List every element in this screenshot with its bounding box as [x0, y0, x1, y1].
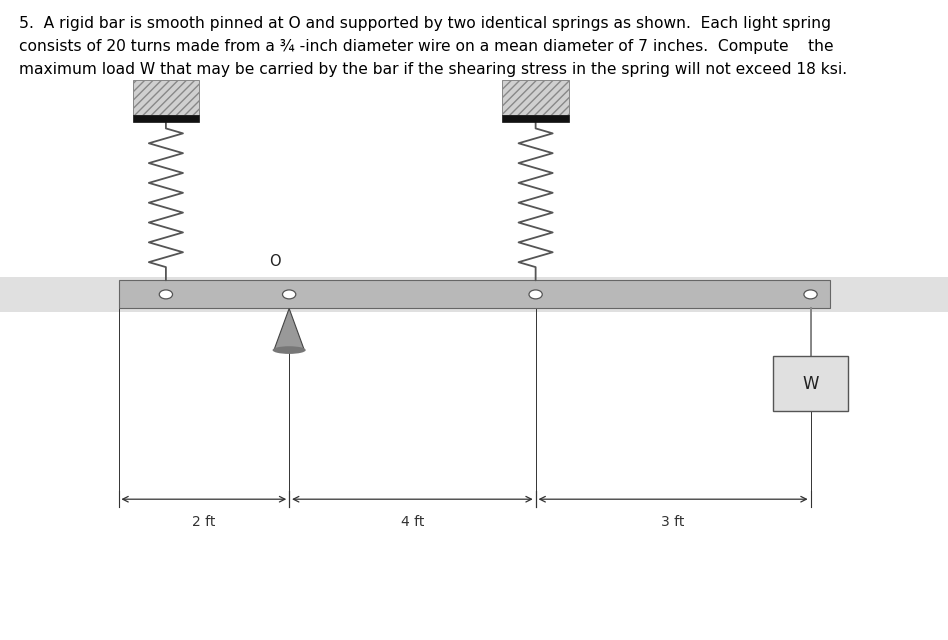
- Bar: [0, 277, 948, 312]
- Bar: [773, 356, 848, 411]
- Bar: [133, 115, 199, 122]
- Circle shape: [529, 290, 542, 299]
- Bar: [502, 115, 569, 122]
- Bar: [502, 80, 569, 115]
- Ellipse shape: [273, 346, 305, 354]
- Circle shape: [804, 290, 817, 299]
- Circle shape: [283, 290, 296, 299]
- Text: 3 ft: 3 ft: [662, 515, 684, 529]
- Circle shape: [159, 290, 173, 299]
- Text: W: W: [802, 374, 819, 393]
- Bar: [118, 280, 830, 308]
- Text: 4 ft: 4 ft: [401, 515, 424, 529]
- Polygon shape: [274, 308, 304, 350]
- Text: O: O: [269, 254, 281, 269]
- Bar: [133, 80, 199, 115]
- Text: 5.  A rigid bar is smooth pinned at O and supported by two identical springs as : 5. A rigid bar is smooth pinned at O and…: [19, 16, 848, 77]
- Text: 2 ft: 2 ft: [192, 515, 215, 529]
